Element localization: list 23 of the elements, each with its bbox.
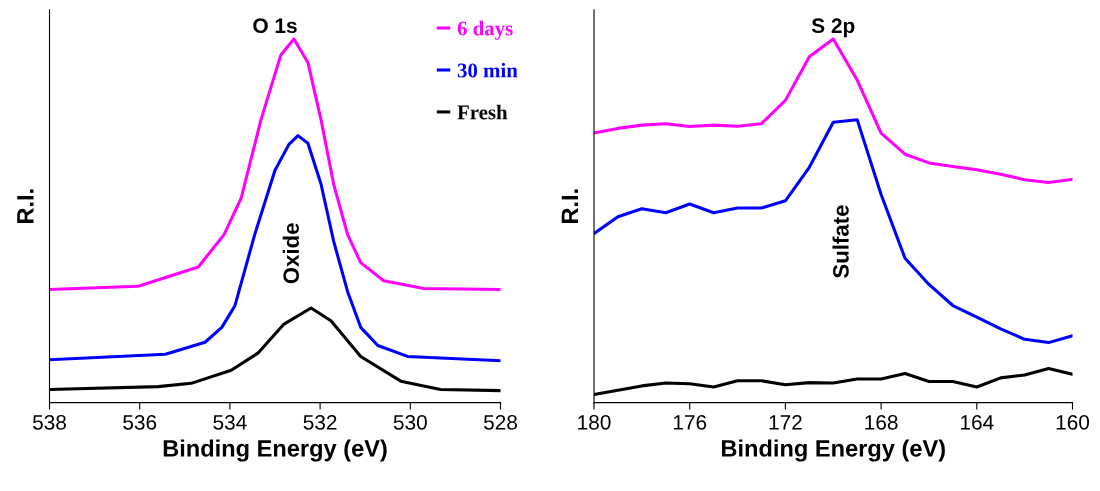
legend-label: 6 days bbox=[457, 20, 513, 40]
annotation: Oxide bbox=[282, 223, 300, 284]
chart-title: O 1s bbox=[253, 18, 297, 34]
x-axis-title: Binding Energy (eV) bbox=[163, 439, 387, 462]
y-axis-title: R.I. bbox=[17, 189, 34, 224]
x-tick-label: 536 bbox=[123, 414, 157, 430]
x-tick-label: 530 bbox=[393, 414, 427, 430]
x-tick-label: 172 bbox=[769, 414, 802, 430]
chart-title: S 2p bbox=[811, 18, 855, 38]
x-tick-label: 180 bbox=[578, 414, 611, 430]
x-tick-label: 538 bbox=[32, 414, 66, 430]
y-axis-title: R.I. bbox=[561, 189, 578, 224]
x-tick-label: 534 bbox=[213, 414, 247, 430]
annotation: Sulfate bbox=[832, 205, 849, 278]
x-tick-label: 164 bbox=[961, 414, 994, 430]
x-tick-label: 176 bbox=[673, 414, 707, 430]
x-tick-label: 532 bbox=[303, 414, 337, 430]
x-tick-label: 168 bbox=[865, 414, 898, 430]
x-axis-title: Binding Energy (eV) bbox=[722, 439, 945, 462]
legend-label: 30 min bbox=[457, 62, 518, 78]
x-tick-label: 528 bbox=[483, 414, 517, 430]
x-tick-label: 160 bbox=[1056, 414, 1090, 430]
legend-label: Fresh bbox=[457, 104, 508, 120]
